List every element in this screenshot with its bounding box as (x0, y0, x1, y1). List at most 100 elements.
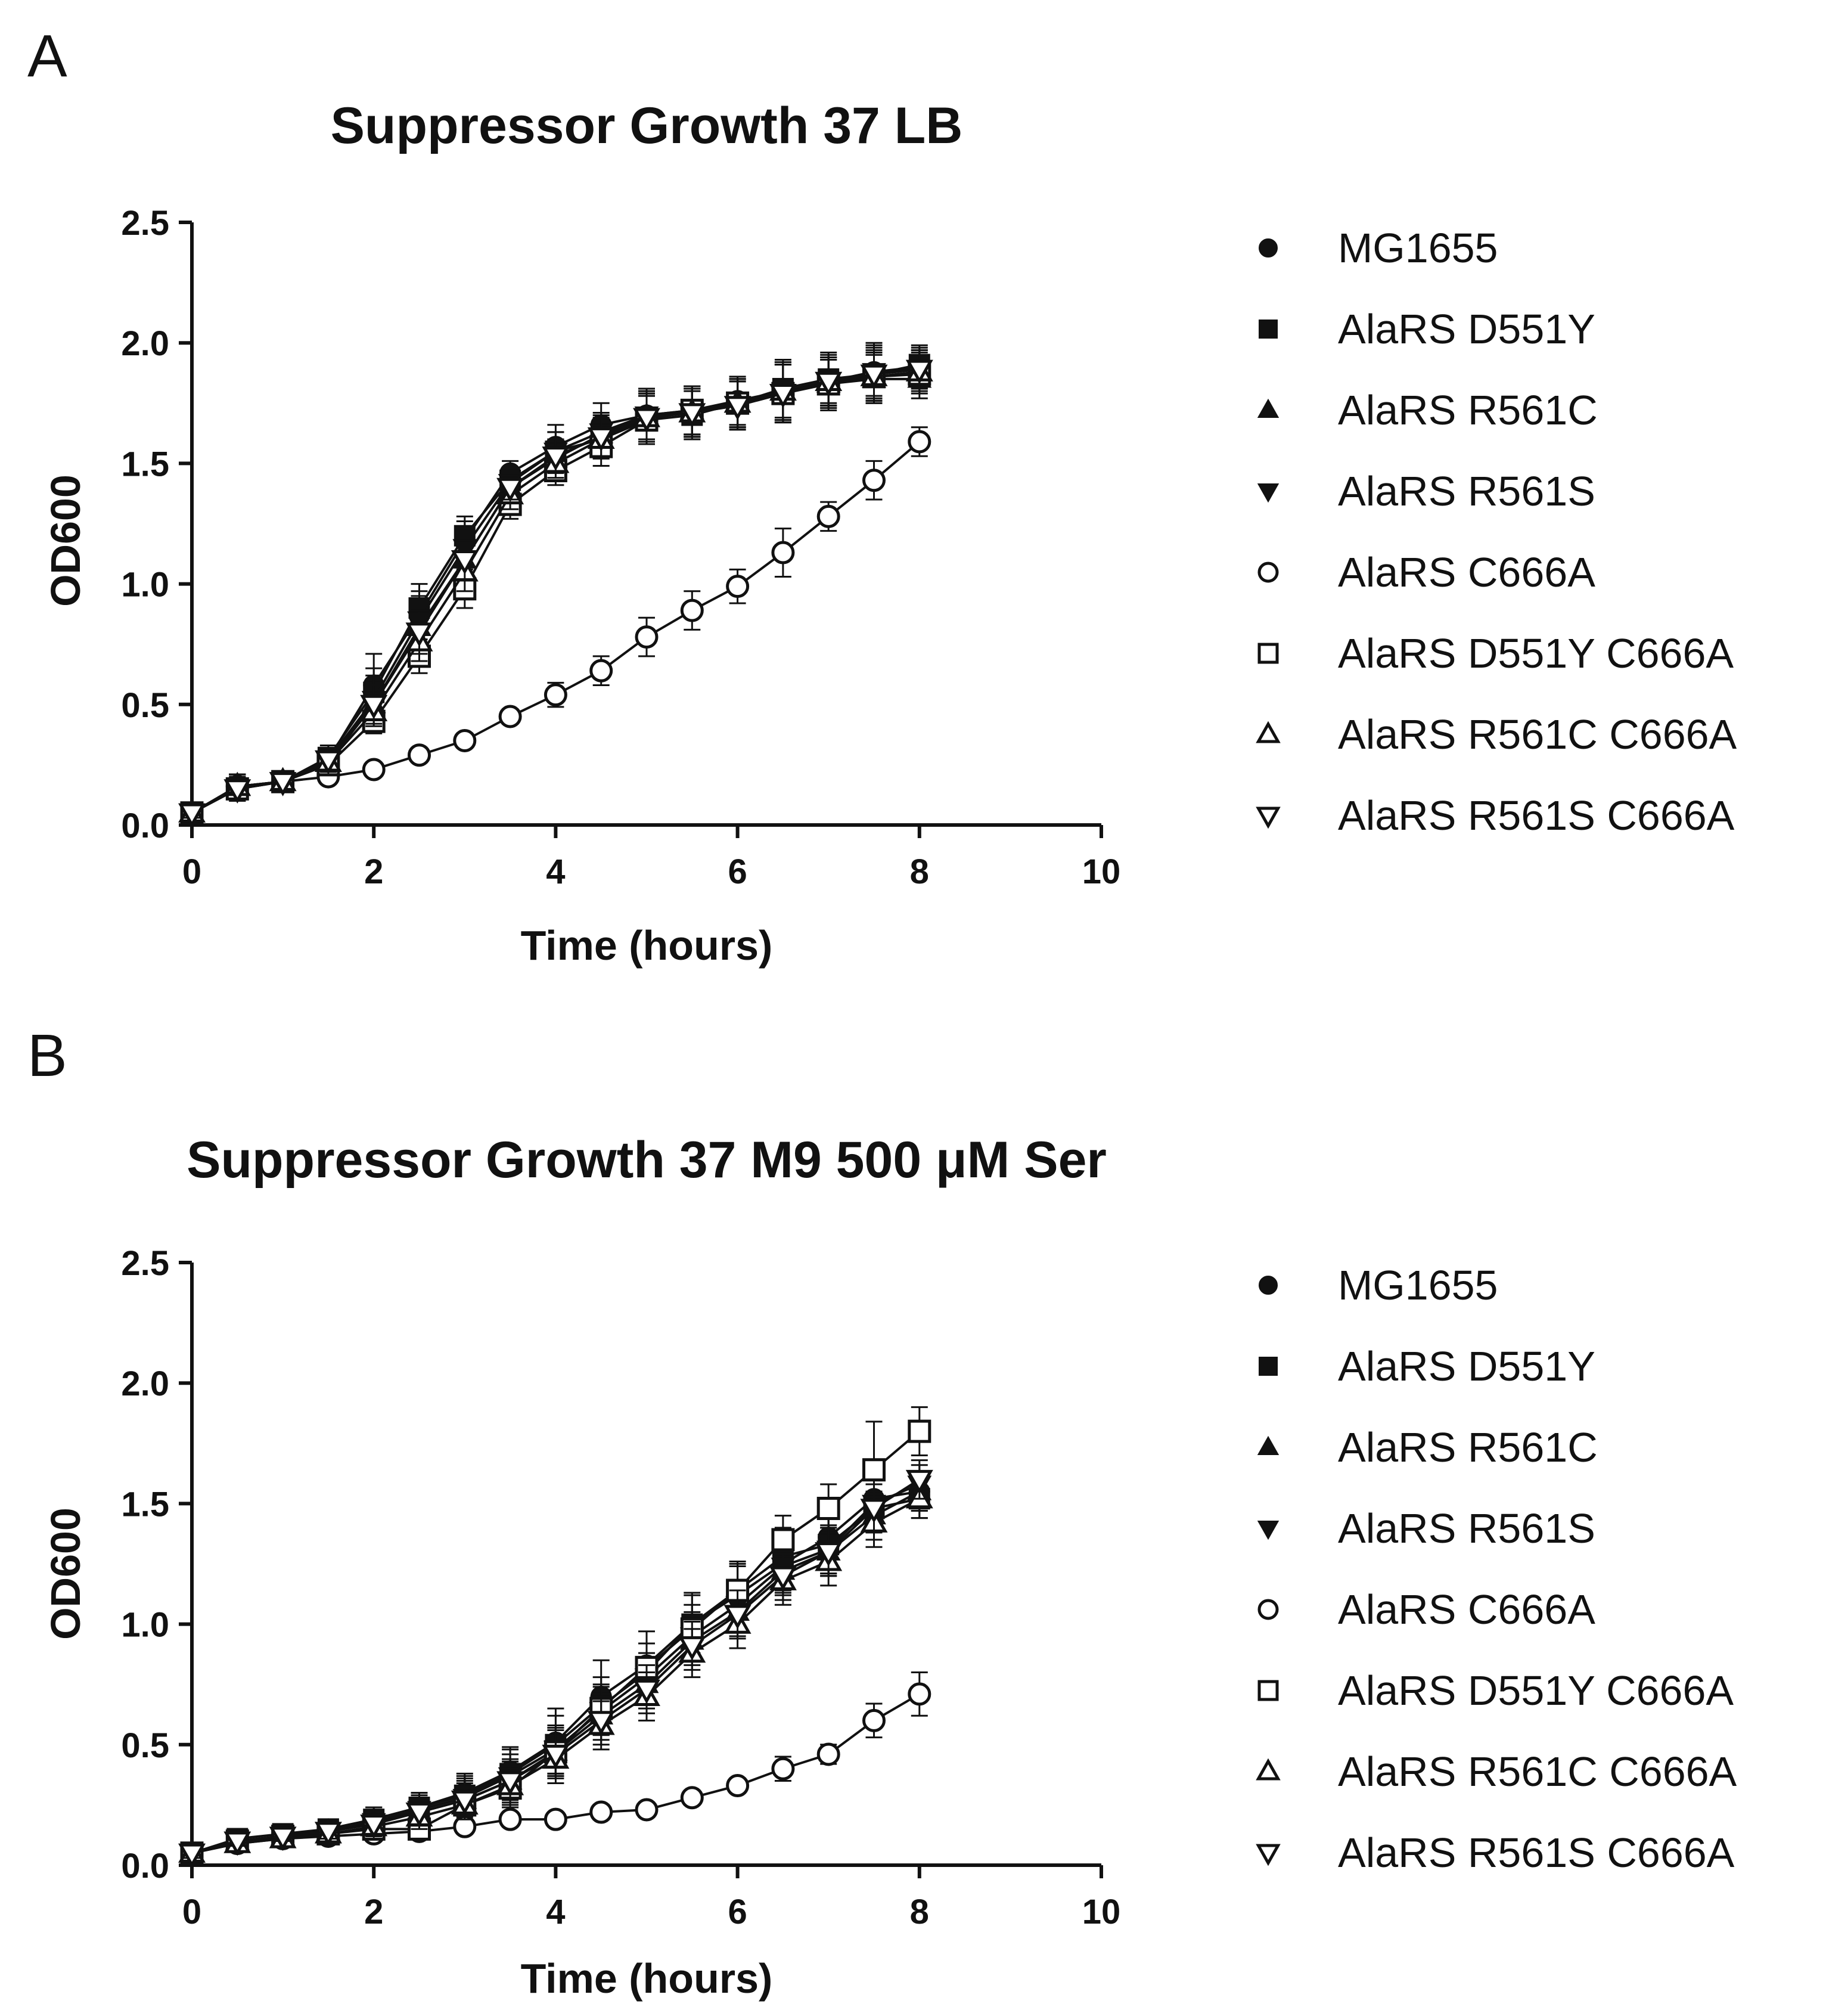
plot-area-b: 0.0 0.5 1.0 1.5 2.0 2.5 0 2 4 6 8 10 (121, 1244, 1120, 1931)
legend-item: AlaRS D551Y (1259, 306, 1595, 352)
legend-marker (1257, 1599, 1279, 1620)
data-point (362, 758, 386, 781)
data-point (680, 598, 704, 622)
y-tick-label: 2.5 (121, 204, 169, 243)
legend-marker (1257, 1680, 1279, 1701)
x-tick-label: 4 (546, 1893, 565, 1931)
data-point (587, 1711, 615, 1735)
x-axis-label-b: Time (hours) (521, 1955, 773, 2002)
legend-a: MG1655 AlaRS D551Y AlaRS R561C AlaRS R561S A… (1256, 225, 1737, 839)
data-point (453, 728, 477, 752)
legend-item: AlaRS D551Y C666A (1257, 1667, 1734, 1714)
legend-item: MG1655 (1259, 225, 1498, 271)
data-point (905, 359, 933, 384)
data-point (223, 779, 251, 804)
legend-item: AlaRS R561S C666A (1256, 1829, 1735, 1876)
legend-item: AlaRS R561S C666A (1256, 792, 1735, 839)
data-point (860, 1499, 888, 1524)
data-point (635, 625, 659, 649)
legend-marker (1259, 1357, 1278, 1376)
legend-marker (1256, 1758, 1281, 1781)
panel-a: A Suppressor Growth 37 LB 0.0 0.5 1.0 1.5 2.… (27, 23, 1737, 969)
data-point (815, 1542, 843, 1567)
x-tick-label: 0 (182, 1893, 201, 1931)
legend-marker (1257, 1521, 1280, 1540)
legend-label: AlaRS D551Y (1338, 306, 1595, 352)
legend-marker (1259, 1276, 1278, 1295)
legend-label: AlaRS R561C (1338, 387, 1598, 433)
y-tick-label: 2.0 (121, 1364, 169, 1403)
data-point (360, 1815, 388, 1839)
legend-label: AlaRS D551Y C666A (1338, 630, 1734, 677)
legend-marker (1256, 1844, 1281, 1866)
data-point (589, 659, 613, 683)
legend-item: AlaRS R561C (1257, 387, 1598, 433)
legend-label: AlaRS C666A (1338, 549, 1595, 596)
data-point (908, 1419, 931, 1443)
data-point (769, 384, 797, 408)
data-point (451, 550, 479, 575)
legend-label: AlaRS R561S (1338, 468, 1595, 514)
legend-label: MG1655 (1338, 1262, 1498, 1308)
data-point (498, 1807, 522, 1831)
chart-title-b: Suppressor Growth 37 M9 500 μM Ser (187, 1131, 1107, 1189)
data-point (633, 1679, 660, 1704)
legend-label: MG1655 (1338, 225, 1498, 271)
data-point (816, 504, 840, 528)
y-tick-label: 0.5 (121, 1726, 169, 1765)
data-point (496, 477, 524, 503)
data-point (862, 1708, 886, 1732)
series-alars-r561s-c666a (178, 1459, 933, 1868)
y-tick-label: 1.5 (121, 1485, 169, 1524)
data-point (269, 1826, 297, 1851)
data-point (496, 1771, 524, 1796)
data-point (905, 1469, 933, 1494)
x-tick-label: 4 (546, 852, 565, 891)
y-tick-label: 2.5 (121, 1244, 169, 1283)
data-point (314, 1822, 342, 1847)
y-tick-label: 1.0 (121, 1606, 169, 1645)
legend-item: AlaRS R561C C666A (1256, 1748, 1737, 1795)
legend-marker (1257, 398, 1280, 418)
data-point (405, 622, 433, 647)
data-point (771, 541, 795, 565)
data-point (405, 1802, 433, 1827)
data-point (769, 1566, 797, 1591)
data-point (633, 408, 660, 433)
data-point (544, 1807, 567, 1831)
series-alars-r561s-c666a (178, 349, 933, 828)
x-axis-label-a: Time (hours) (521, 922, 773, 969)
panel-letter-a: A (27, 23, 67, 89)
data-point (314, 750, 342, 775)
data-point (723, 1605, 751, 1630)
legend-marker (1257, 1435, 1280, 1455)
data-point (862, 469, 886, 492)
legend-marker (1257, 483, 1280, 503)
y-tick-label: 1.5 (121, 445, 169, 483)
data-point (223, 1831, 251, 1856)
legend-marker (1259, 320, 1278, 339)
data-point (815, 371, 843, 396)
data-point (908, 1682, 931, 1706)
data-point (816, 1496, 840, 1520)
data-point (862, 1458, 886, 1482)
data-point (816, 1742, 840, 1766)
x-tick-label: 10 (1082, 852, 1121, 891)
data-point (451, 1790, 479, 1815)
legend-item: AlaRS R561S (1257, 468, 1595, 514)
data-point (908, 430, 931, 454)
data-point (360, 694, 388, 719)
legend-item: AlaRS R561C C666A (1256, 711, 1737, 758)
data-point (680, 1786, 704, 1810)
x-tick-label: 0 (182, 852, 201, 891)
y-axis-label-b: OD600 (42, 1508, 89, 1640)
x-tick-label: 2 (364, 852, 383, 891)
legend-label: AlaRS C666A (1338, 1586, 1595, 1633)
x-tick-label: 8 (910, 1893, 929, 1931)
data-point (542, 446, 570, 471)
legend-label: AlaRS R561S C666A (1338, 1829, 1735, 1876)
y-tick-label: 0.0 (121, 807, 169, 845)
legend-marker (1257, 562, 1279, 583)
data-point (726, 1774, 750, 1798)
